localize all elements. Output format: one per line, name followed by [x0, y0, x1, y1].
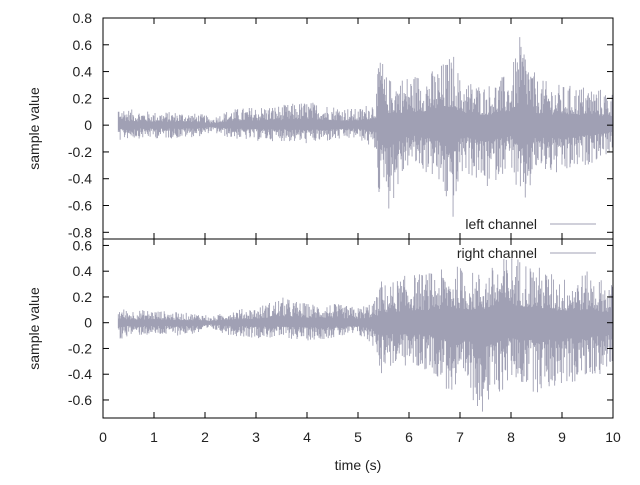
x-tick-label: 6 — [405, 429, 413, 445]
legend: left channel — [465, 216, 596, 232]
x-tick-label: 2 — [201, 429, 209, 445]
y-tick-label: -0.2 — [68, 340, 92, 356]
y-tick-label: -0.6 — [68, 392, 92, 408]
x-tick-label: 5 — [354, 429, 362, 445]
y-tick-label: 0.6 — [73, 237, 93, 253]
x-tick-label: 1 — [150, 429, 158, 445]
y-tick-label: -0.4 — [68, 366, 92, 382]
y-tick-label: 0.6 — [73, 37, 93, 53]
x-tick-label: 10 — [605, 429, 621, 445]
x-axis-label: time (s) — [335, 457, 382, 473]
y-tick-label: 0.8 — [73, 10, 93, 26]
right-channel-panel: 0.6 0.4 0.2 0 -0.2 -0.4 -0.6 sample value right … — [26, 237, 614, 419]
waveform-left — [117, 37, 614, 217]
waveform-right — [117, 258, 614, 412]
y-tick-label: 0 — [84, 117, 92, 133]
y-tick-label: -0.2 — [68, 144, 92, 160]
y-tick-label: 0.4 — [73, 64, 93, 80]
y-tick-label: -0.4 — [68, 171, 92, 187]
legend: right channel — [457, 245, 596, 261]
x-tick-label: 0 — [99, 429, 107, 445]
x-tick-label: 9 — [558, 429, 566, 445]
x-tick-label: 8 — [507, 429, 515, 445]
legend-label: left channel — [465, 216, 537, 232]
y-axis-label: sample value — [26, 87, 42, 170]
x-tick-label: 3 — [252, 429, 260, 445]
y-axis-label: sample value — [26, 287, 42, 370]
y-tick-label: 0.2 — [73, 90, 93, 106]
y-tick-label: 0 — [84, 315, 92, 331]
legend-label: right channel — [457, 245, 537, 261]
y-tick-label: -0.6 — [68, 198, 92, 214]
x-tick-label: 4 — [303, 429, 311, 445]
x-tick-label: 7 — [456, 429, 464, 445]
x-axis: 0 1 2 3 4 5 6 7 8 9 10 time (s) — [99, 429, 621, 473]
y-tick-label: -0.8 — [68, 224, 92, 240]
y-tick-label: 0.2 — [73, 289, 93, 305]
left-channel-panel: 0.8 0.6 0.4 0.2 0 -0.2 -0.4 -0.6 -0.8 sample valu… — [26, 10, 614, 240]
y-tick-label: 0.4 — [73, 263, 93, 279]
